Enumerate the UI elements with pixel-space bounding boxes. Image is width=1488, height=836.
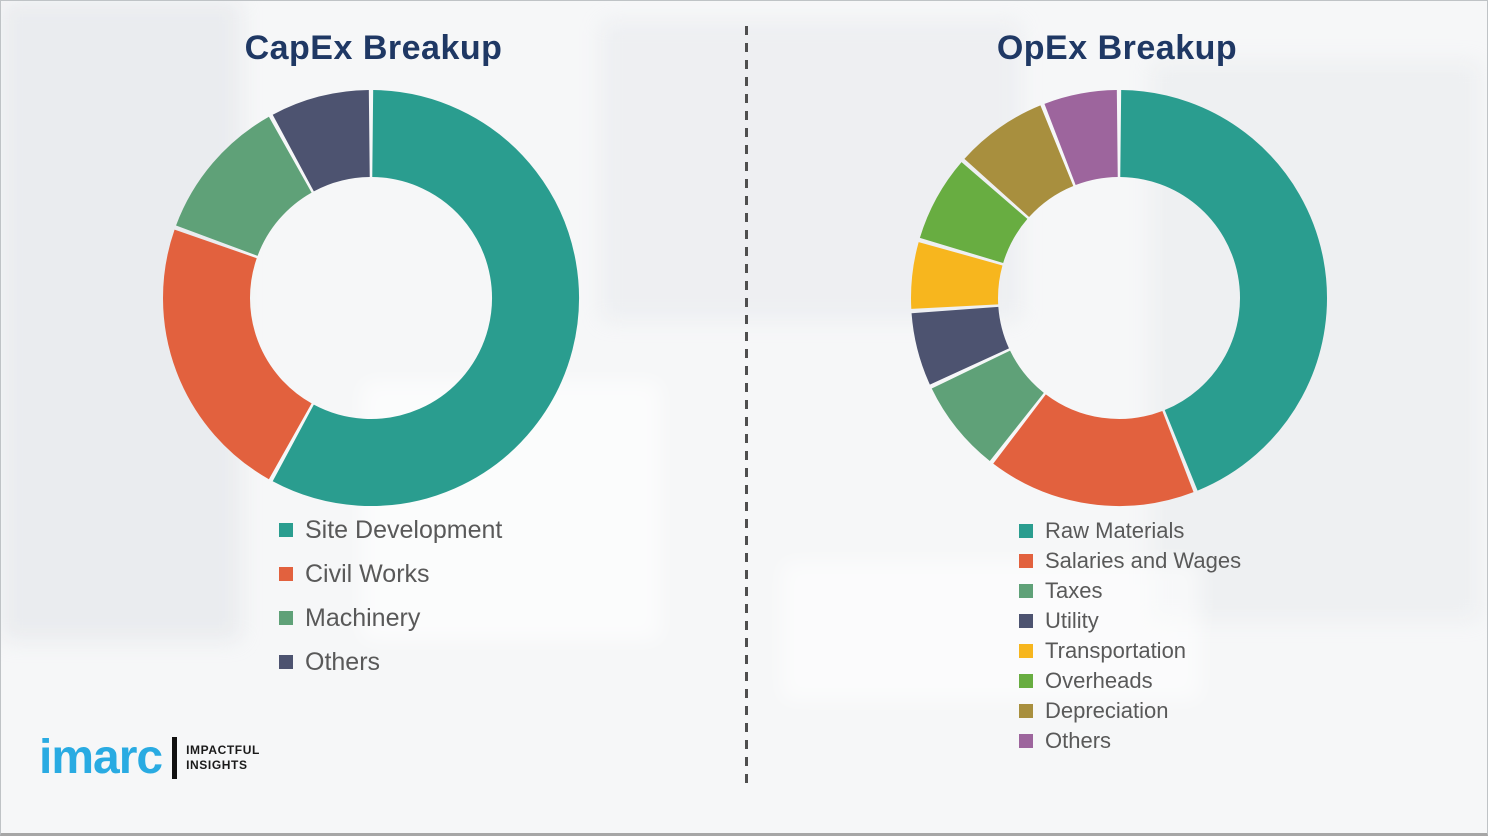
legend-swatch-icon — [1019, 614, 1033, 628]
legend-item-civil-works: Civil Works — [279, 552, 502, 596]
opex-legend: Raw Materials Salaries and Wages Taxes Util… — [1019, 516, 1241, 756]
capex-donut-chart — [163, 90, 579, 506]
legend-item-utility: Utility — [1019, 606, 1241, 636]
legend-swatch-icon — [279, 567, 293, 581]
donut-segment-others — [1044, 90, 1119, 186]
opex-panel: OpEx Breakup Raw Materials Salaries and W… — [746, 1, 1487, 833]
legend-label: Transportation — [1045, 638, 1187, 663]
legend-swatch-icon — [1019, 524, 1033, 538]
donut-segment-machinery — [176, 116, 313, 258]
legend-item-salaries-and-wages: Salaries and Wages — [1019, 546, 1241, 576]
logo-divider-bar — [172, 737, 178, 779]
legend-swatch-icon — [279, 655, 293, 669]
opex-donut-chart — [911, 90, 1327, 506]
donut-segment-depreciation — [964, 105, 1075, 219]
legend-item-others: Others — [1019, 726, 1241, 756]
donut-segment-taxes — [931, 349, 1045, 462]
legend-swatch-icon — [1019, 584, 1033, 598]
legend-label: Machinery — [305, 603, 421, 632]
donut-segment-salaries-and-wages — [993, 393, 1194, 506]
logo-tagline-line2: INSIGHTS — [186, 758, 248, 772]
legend-item-depreciation: Depreciation — [1019, 696, 1241, 726]
capex-legend: Site Development Civil Works Machinery Othe… — [279, 508, 502, 684]
legend-swatch-icon — [279, 523, 293, 537]
legend-label: Utility — [1045, 608, 1099, 633]
legend-swatch-icon — [1019, 554, 1033, 568]
legend-label: Others — [1045, 728, 1112, 753]
imarc-logo: imarc IMPACTFUL INSIGHTS — [39, 734, 260, 782]
legend-label: Site Development — [305, 515, 503, 544]
donut-segment-site-development — [272, 90, 579, 506]
legend-swatch-icon — [1019, 734, 1033, 748]
legend-label: Salaries and Wages — [1045, 548, 1242, 573]
donut-segment-civil-works — [163, 229, 313, 480]
legend-swatch-icon — [1019, 674, 1033, 688]
imarc-logo-wordmark: imarc — [39, 731, 163, 784]
legend-swatch-icon — [1019, 704, 1033, 718]
legend-label: Civil Works — [305, 559, 430, 588]
legend-item-machinery: Machinery — [279, 596, 502, 640]
donut-segment-others — [272, 90, 371, 192]
capex-chart-title: CapEx Breakup — [244, 29, 503, 67]
donut-segment-raw-materials — [1119, 90, 1327, 491]
vertical-dashed-divider — [745, 26, 748, 789]
logo-tagline: IMPACTFUL INSIGHTS — [186, 743, 260, 773]
legend-item-site-development: Site Development — [279, 508, 502, 552]
legend-swatch-icon — [1019, 644, 1033, 658]
legend-item-others: Others — [279, 640, 502, 684]
legend-label: Raw Materials — [1045, 518, 1185, 543]
donut-segment-utility — [911, 305, 1010, 385]
legend-item-raw-materials: Raw Materials — [1019, 516, 1241, 546]
legend-label: Others — [305, 647, 381, 676]
legend-label: Overheads — [1045, 668, 1153, 693]
donut-segment-transportation — [911, 242, 1003, 309]
legend-item-transportation: Transportation — [1019, 636, 1241, 666]
legend-swatch-icon — [279, 611, 293, 625]
legend-label: Taxes — [1045, 578, 1103, 603]
donut-segment-overheads — [919, 162, 1029, 265]
legend-label: Depreciation — [1045, 698, 1169, 723]
capex-panel: CapEx Breakup Site Development Civil Work… — [1, 1, 746, 833]
opex-chart-title: OpEx Breakup — [996, 29, 1238, 67]
logo-tagline-line1: IMPACTFUL — [186, 743, 260, 757]
legend-item-taxes: Taxes — [1019, 576, 1241, 606]
legend-item-overheads: Overheads — [1019, 666, 1241, 696]
